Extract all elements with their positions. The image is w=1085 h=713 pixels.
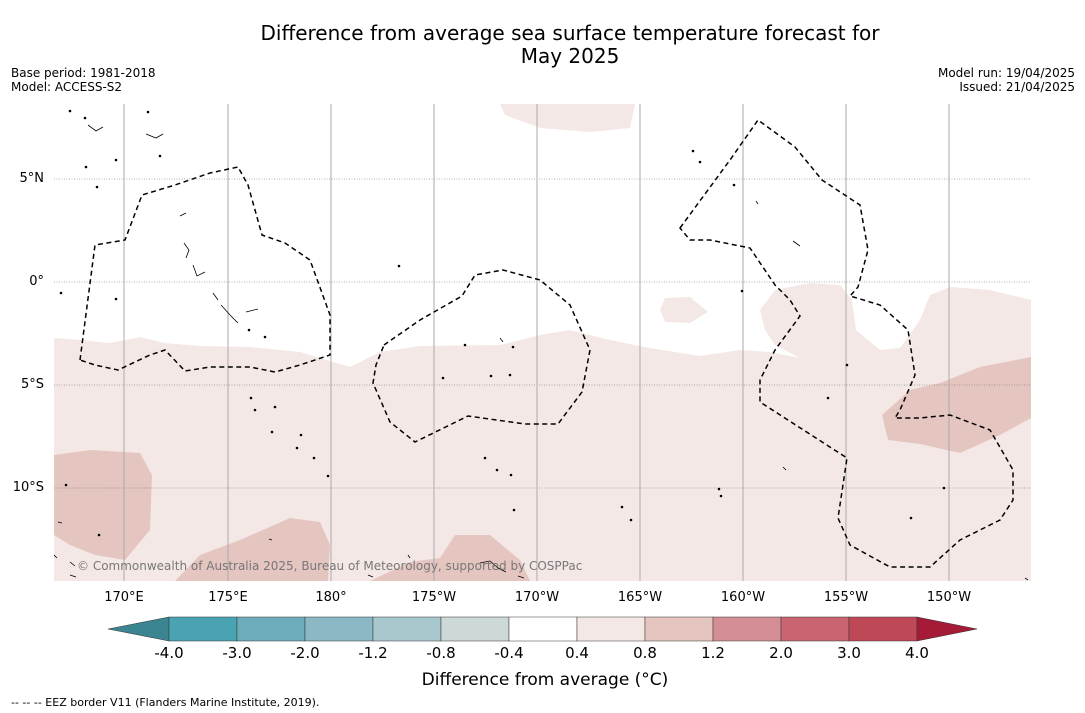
issued-label: Issued: 21/04/2025	[959, 80, 1075, 94]
meta-left: Base period: 1981-2018 Model: ACCESS-S2	[11, 66, 156, 94]
base-period-label: Base period: 1981-2018	[11, 66, 156, 80]
colorbar-label: 4.0	[905, 644, 929, 662]
colorbar-segment	[848, 616, 918, 642]
model-run-label: Model run: 19/04/2025	[937, 66, 1075, 80]
colorbar-segment	[304, 616, 374, 642]
colorbar-segment	[644, 616, 714, 642]
eez-border-kiribati-gilbert	[79, 166, 331, 373]
colorbar-segment	[236, 616, 306, 642]
colorbar-label: -2.0	[290, 644, 320, 662]
chart-title: Difference from average sea surface temp…	[0, 22, 1085, 68]
anomaly-patch-south-2	[370, 535, 530, 581]
lat-label-10s: 10°S	[12, 480, 44, 495]
colorbar-segment	[508, 616, 578, 642]
colorbar-segment	[168, 616, 238, 642]
colorbar-title: Difference from average (°C)	[421, 670, 669, 690]
anomaly-patch-north	[500, 104, 635, 132]
colorbar-extend-low	[107, 616, 170, 642]
colorbar-extend-high	[916, 616, 978, 642]
eez-border-kiribati-line	[679, 118, 1014, 568]
title-line-2: May 2025	[520, 44, 620, 68]
colorbar-label: -0.4	[494, 644, 524, 662]
eez-footnote: -- -- -- EEZ border V11 (Flanders Marine…	[11, 696, 320, 709]
anomaly-band-light	[54, 283, 1031, 581]
lon-label-175w: 175°W	[411, 590, 457, 605]
copyright-notice: © Commonwealth of Australia 2025, Bureau…	[77, 559, 583, 573]
colorbar-label: 1.2	[701, 644, 725, 662]
colorbar-segment	[372, 616, 442, 642]
colorbar-label: 0.4	[565, 644, 589, 662]
colorbar-label: 2.0	[769, 644, 793, 662]
colorbar-segment	[440, 616, 510, 642]
colorbar-label: 0.8	[633, 644, 657, 662]
model-label: Model: ACCESS-S2	[11, 80, 123, 94]
lat-label-0: 0°	[29, 274, 44, 289]
anomaly-patch-east	[882, 357, 1031, 453]
lon-label-155w: 155°W	[823, 590, 869, 605]
colorbar-segment	[576, 616, 646, 642]
lon-label-160w: 160°W	[720, 590, 766, 605]
lon-label-180: 180°	[315, 590, 347, 605]
lat-label-5s: 5°S	[20, 377, 44, 392]
colorbar-label: -1.2	[358, 644, 388, 662]
meta-right: Model run: 19/04/2025 Issued: 21/04/2025	[938, 66, 1075, 94]
colorbar-label: -3.0	[222, 644, 252, 662]
anomaly-patch-sw	[54, 450, 152, 560]
anomaly-patch-south	[175, 518, 330, 581]
colorbar-label: 3.0	[837, 644, 861, 662]
lat-label-5n: 5°N	[19, 171, 45, 186]
lon-label-165w: 165°W	[617, 590, 663, 605]
colorbar-label: -0.8	[426, 644, 456, 662]
lon-label-175e: 175°E	[208, 590, 248, 605]
title-line-1: Difference from average sea surface temp…	[260, 21, 880, 45]
colorbar-segment	[780, 616, 850, 642]
lon-label-150w: 150°W	[926, 590, 972, 605]
lon-label-170e: 170°E	[104, 590, 144, 605]
anomaly-patch-small	[660, 297, 708, 323]
colorbar-label: -4.0	[154, 644, 184, 662]
lon-label-170w: 170°W	[514, 590, 560, 605]
colorbar-segment	[712, 616, 782, 642]
eez-border-kiribati-phoenix	[372, 269, 591, 443]
